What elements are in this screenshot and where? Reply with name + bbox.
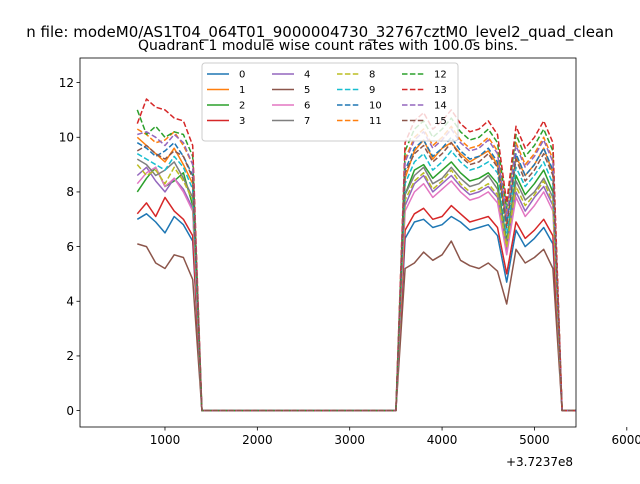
y-tick-label: 0 [66,404,74,418]
series-line-7 [136,158,576,412]
legend-label-2: 2 [239,101,245,112]
legend-label-11: 11 [369,116,382,127]
x-tick-label: 6000 [612,433,640,447]
series-line-2 [136,161,576,412]
chart-title: Quadrant 1 module wise count rates with … [138,38,518,54]
series-line-10 [136,136,576,412]
series-line-1 [136,136,576,412]
legend-label-6: 6 [304,101,310,112]
legend-label-13: 13 [434,85,447,96]
series-line-4 [136,166,576,412]
x-offset-label: +3.7237e8 [506,455,573,469]
legend-label-0: 0 [239,70,245,81]
legend-label-1: 1 [239,85,245,96]
series-line-12 [136,109,576,412]
series-line-15 [136,141,576,412]
figure-suptitle: n file: modeM0/AS1T04_064T01_9000004730_… [26,23,613,42]
y-tick-label: 10 [59,131,74,145]
legend-label-3: 3 [239,116,245,127]
axes-frame [79,57,577,428]
series-line-3 [136,196,576,412]
series-group [136,98,576,412]
legend-label-5: 5 [304,85,310,96]
series-line-11 [136,125,576,412]
y-tick-label: 6 [66,240,74,254]
legend-label-10: 10 [369,101,382,112]
y-tick-label: 8 [66,185,74,199]
x-tick-label: 5000 [519,433,550,447]
series-line-6 [136,166,576,412]
legend-label-9: 9 [369,85,375,96]
y-tick-label: 2 [66,349,74,363]
x-tick-label: 3000 [334,433,365,447]
y-tick-label: 12 [59,76,74,90]
legend-label-15: 15 [434,116,447,127]
legend-label-14: 14 [434,101,447,112]
series-line-14 [137,128,576,412]
series-line-5 [137,240,576,412]
series-line-8 [136,164,576,412]
x-tick-label: 2000 [242,433,273,447]
series-line-0 [136,213,576,412]
legend-label-12: 12 [434,70,447,81]
y-tick-label: 4 [66,295,74,309]
plot-area: 1000200030004000500060007000024681012012… [59,57,640,447]
x-tick-label: 1000 [150,433,181,447]
x-tick-label: 4000 [427,433,458,447]
series-line-9 [136,150,576,412]
legend-label-4: 4 [304,70,310,81]
legend-label-8: 8 [369,70,375,81]
legend-label-7: 7 [304,116,310,127]
legend-box [201,62,459,142]
